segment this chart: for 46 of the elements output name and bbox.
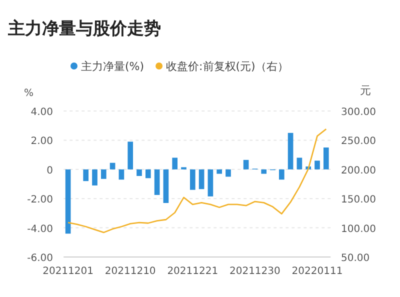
y2-tick-label: 100.00 [341,224,376,235]
bar [216,169,222,174]
y2-tick-label: 150.00 [341,194,376,206]
bar [323,148,329,170]
bar [288,132,294,170]
y2-axis-title: 元 [360,84,371,97]
y-tick-label: -4.00 [27,224,53,235]
legend: 收盘价:前复权(元)（右） [156,60,288,73]
bar [100,169,106,179]
y2-tick-label: 250.00 [341,136,376,148]
y2-tick-label: 50.00 [341,253,370,264]
bar [145,169,151,178]
x-tick-label: 20211210 [104,266,156,277]
bar [83,169,89,182]
bar [226,169,231,177]
y-tick-label: 0 [46,165,53,176]
chart-title: 主力净量与股价走势 [7,19,161,39]
x-tick-label: 20211221 [167,266,218,277]
bar [261,169,267,174]
y-tick-label: 4.00 [30,107,53,118]
bar [208,169,214,196]
x-tick-label: 20220111 [292,266,343,277]
y-tick-label: -2.00 [27,194,53,206]
x-tick-label: 20211230 [229,266,280,277]
bar [110,162,116,170]
bar [172,158,178,170]
bar [198,169,204,190]
bar [190,169,196,190]
y-tick-label: 2.00 [30,136,53,148]
y-tick-label: -6.00 [27,253,53,264]
bar [65,169,71,234]
bar [296,158,302,170]
bar [243,160,249,170]
bar [128,142,134,170]
bar [136,169,142,176]
bar [278,169,284,180]
y2-tick-label: 300.00 [341,107,376,118]
y2-tick-label: 200.00 [341,165,376,176]
bar [163,169,169,203]
bar [92,169,98,186]
x-tick-label: 20211201 [42,266,94,277]
bar [154,169,160,195]
y-axis-title: % [24,88,34,99]
bar [314,160,320,170]
bar [118,169,124,180]
legend: 主力净量(%) [70,60,144,73]
